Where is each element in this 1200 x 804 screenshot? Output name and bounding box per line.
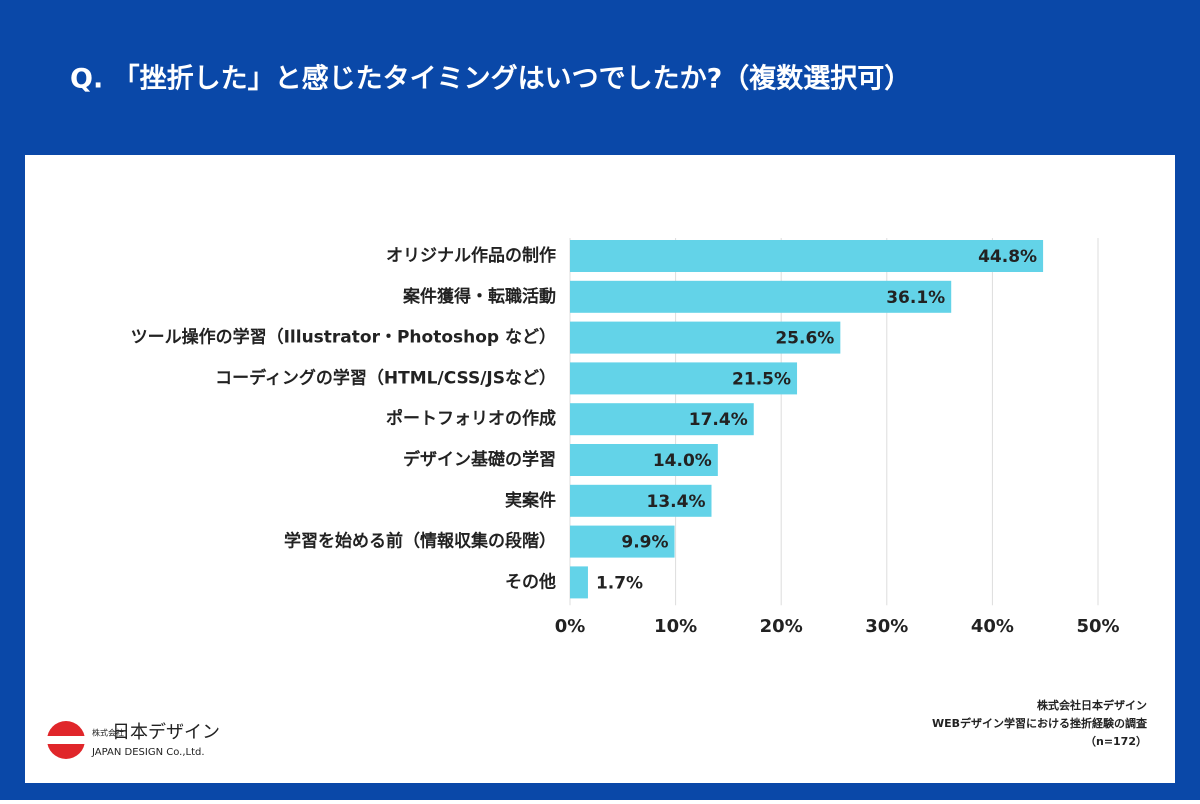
x-tick-label: 40% (971, 616, 1014, 637)
x-tick-label: 0% (555, 616, 586, 637)
chart-title: Q. 「挫折した」と感じたタイミングはいつでしたか?（複数選択可） (70, 63, 911, 95)
source-line: WEBデザイン学習における挫折経験の調査 (932, 716, 1147, 730)
bar (570, 403, 754, 436)
bar (570, 444, 718, 476)
value-label: 21.5% (732, 369, 791, 389)
y-tick-label: ツール操作の学習（Illustrator・Photoshop など） (131, 327, 556, 348)
y-tick-label: その他 (505, 571, 556, 592)
value-label: 17.4% (689, 410, 748, 430)
logo-en: JAPAN DESIGN Co.,Ltd. (91, 747, 205, 758)
bar (570, 240, 1044, 272)
x-tick-label: 10% (654, 616, 697, 637)
x-tick-label: 50% (1076, 616, 1119, 637)
y-tick-label: 実案件 (505, 490, 556, 511)
x-tick-label: 30% (865, 616, 908, 637)
y-tick-label: デザイン基礎の学習 (403, 449, 556, 470)
bar (570, 362, 798, 395)
logo: 株式会社 日本デザイン JAPAN DESIGN Co.,Ltd. (47, 721, 220, 759)
value-label: 25.6% (775, 329, 834, 349)
logo-stripe (47, 736, 85, 744)
logo-small: 株式会社 (92, 728, 124, 738)
value-label: 1.7% (596, 573, 643, 593)
y-tick-label: コーディングの学習（HTML/CSS/JSなど） (215, 367, 556, 388)
logo-name: 日本デザイン (112, 722, 220, 743)
y-tick-label: オリジナル作品の制作 (386, 245, 556, 266)
value-label: 44.8% (978, 247, 1037, 267)
source-line: （n=172） (1085, 735, 1147, 748)
x-tick-label: 20% (760, 616, 803, 637)
value-label: 36.1% (886, 288, 945, 308)
value-label: 13.4% (647, 492, 706, 512)
bar (570, 566, 588, 599)
bar (570, 280, 952, 313)
value-label: 14.0% (653, 451, 712, 471)
y-tick-label: ポートフォリオの作成 (386, 408, 556, 429)
bar (570, 525, 675, 558)
bar (570, 484, 712, 517)
source-line: 株式会社日本デザイン (1037, 698, 1147, 712)
y-tick-label: 学習を始める前（情報収集の段階） (284, 531, 556, 552)
value-label: 9.9% (621, 533, 668, 553)
y-tick-label: 案件獲得・転職活動 (402, 286, 556, 307)
bar (570, 321, 841, 354)
